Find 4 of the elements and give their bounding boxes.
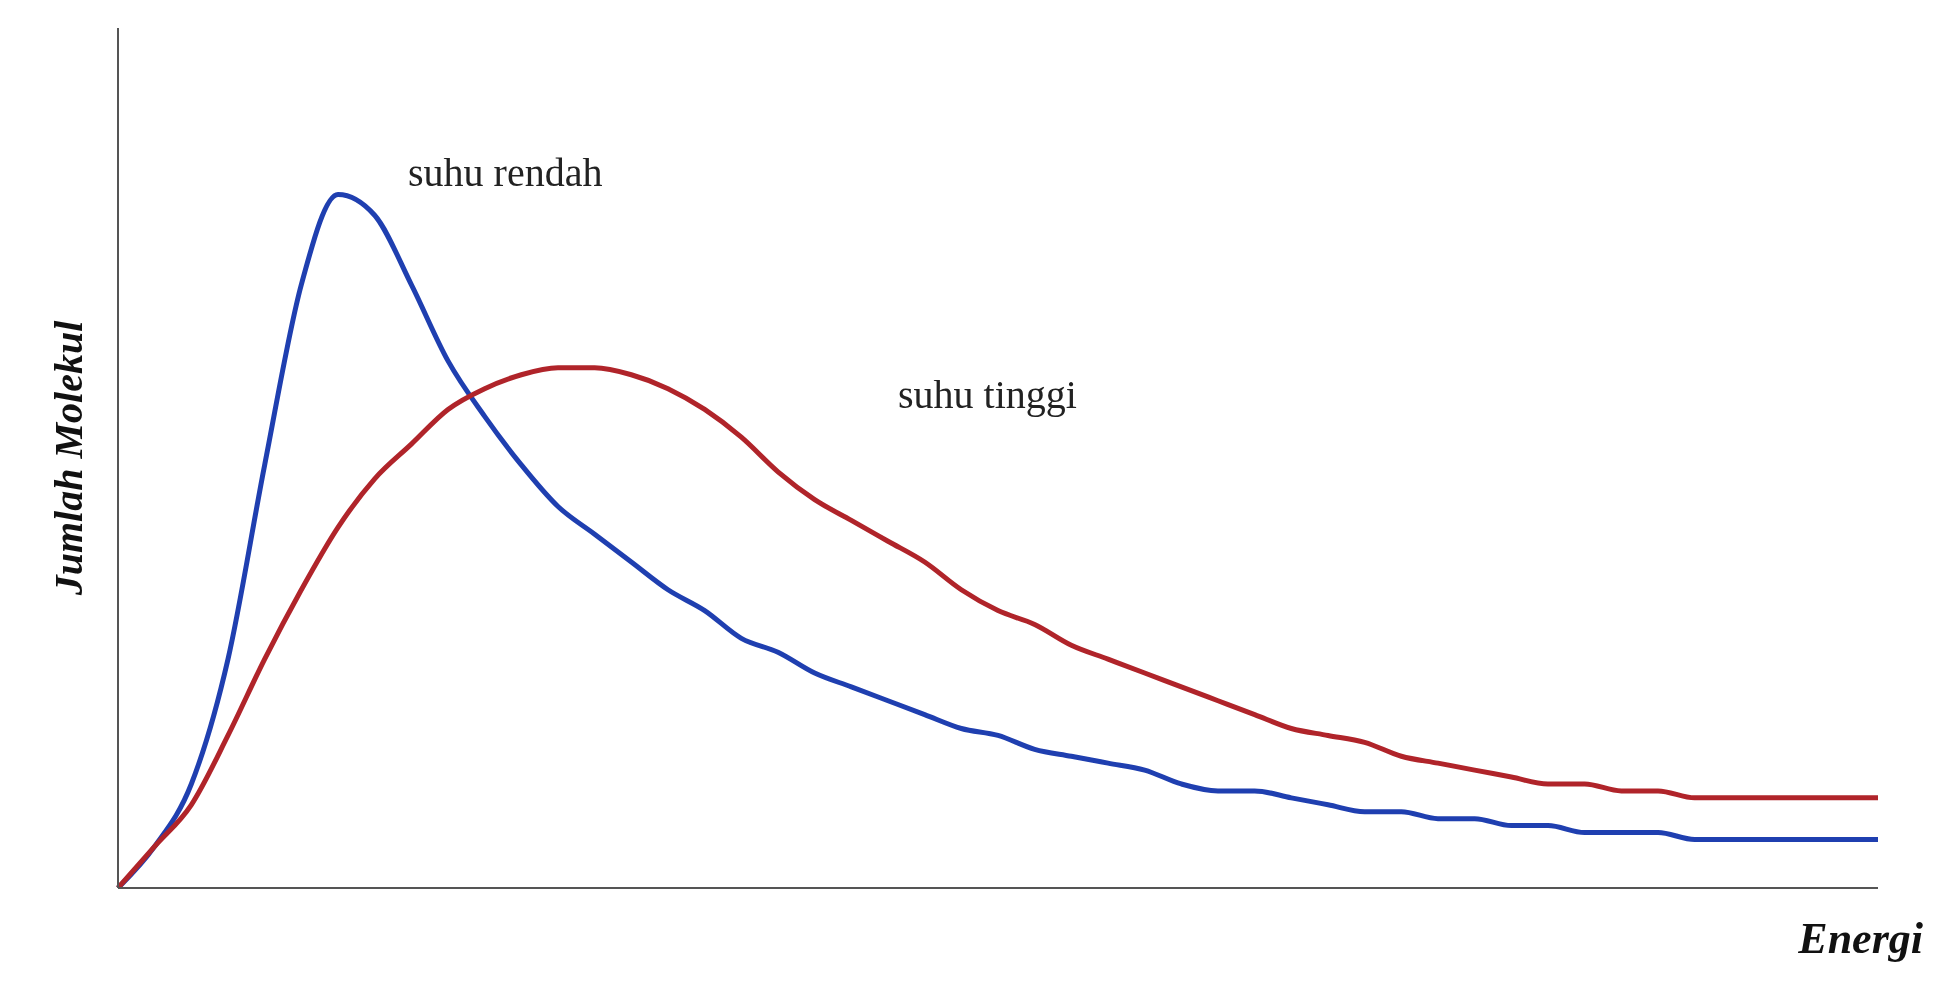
text: suhu tinggi <box>898 371 1077 417</box>
y-axis-title: Jumlah Molekul <box>46 319 92 597</box>
series-label: suhu rendah <box>408 150 603 196</box>
x-axis-title: Energi <box>1797 914 1924 963</box>
